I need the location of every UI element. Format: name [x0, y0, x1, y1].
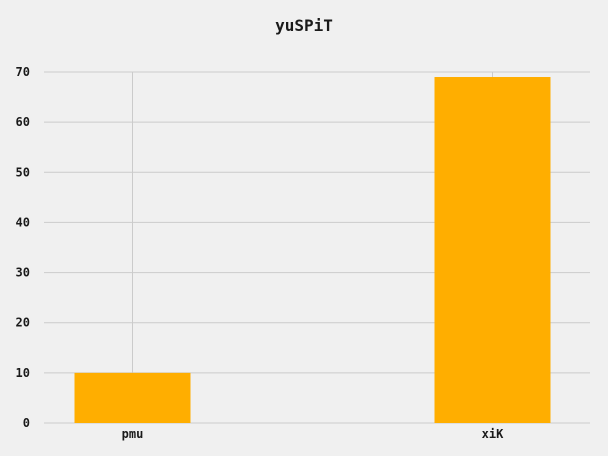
- y-tick-label: 70: [16, 65, 30, 79]
- y-tick-label: 40: [16, 215, 30, 229]
- y-tick-label: 10: [16, 366, 30, 380]
- y-tick-label: 30: [16, 266, 30, 280]
- y-axis-ticks: 0 10 20 30 40 50 60 70: [16, 65, 30, 430]
- y-tick-label: 60: [16, 115, 30, 129]
- x-axis-ticks: pmu xiK: [122, 427, 504, 441]
- x-tick-label: xiK: [482, 427, 504, 441]
- x-tick-label: pmu: [122, 427, 144, 441]
- chart-title: yuSPiT: [275, 16, 333, 35]
- bar-xiK: [434, 77, 551, 423]
- y-tick-label: 0: [23, 416, 30, 430]
- bar-pmu: [74, 372, 191, 423]
- bars: [74, 77, 551, 423]
- y-tick-label: 20: [16, 316, 30, 330]
- y-tick-label: 50: [16, 165, 30, 179]
